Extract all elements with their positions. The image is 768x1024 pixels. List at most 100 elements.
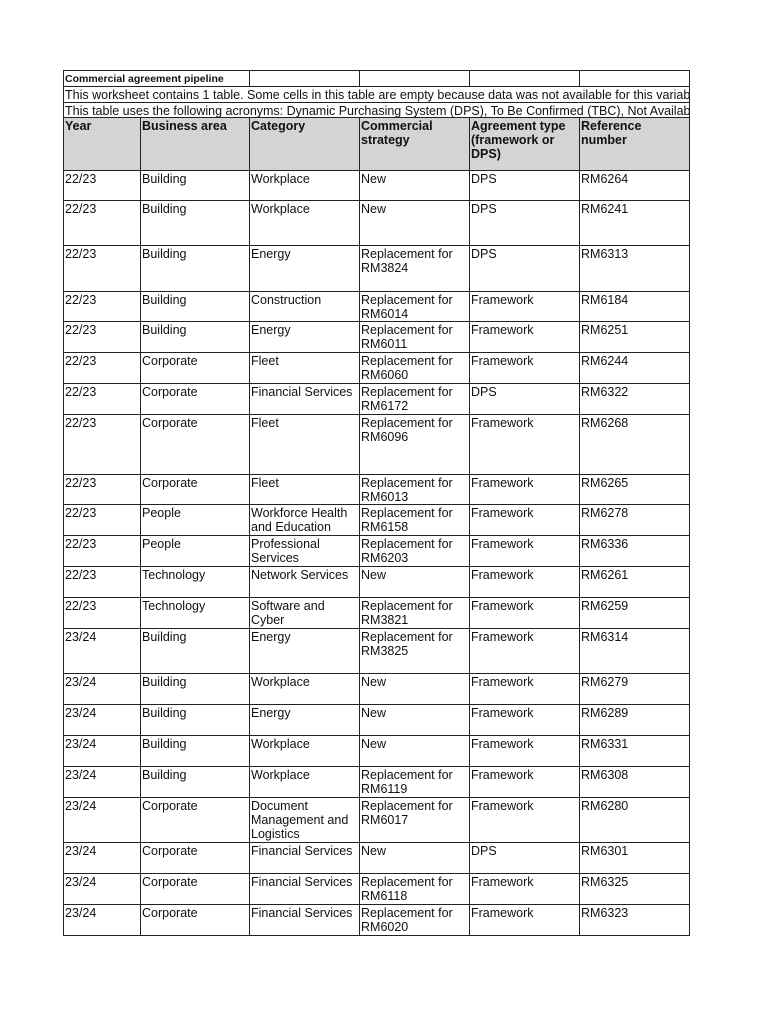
cell-reference-number[interactable]: RM6241 [579,200,690,245]
cell-commercial-strategy[interactable]: Replacement for RM6203 [359,535,469,566]
cell-business-area[interactable]: Corporate [140,842,249,873]
cell-category[interactable]: Workplace [249,735,359,766]
cell-agreement-type[interactable]: Framework [469,628,579,673]
cell-year[interactable]: 23/24 [63,704,140,735]
cell-category[interactable]: Energy [249,245,359,291]
cell-commercial-strategy[interactable]: New [359,566,469,597]
cell-business-area[interactable]: Corporate [140,797,249,842]
cell-reference-number[interactable]: RM6264 [579,170,690,200]
cell-reference-number[interactable]: RM6184 [579,291,690,321]
cell-reference-number[interactable]: RM6301 [579,842,690,873]
cell-commercial-strategy[interactable]: Replacement for RM6013 [359,474,469,504]
cell-category[interactable]: Workforce Health and Education [249,504,359,535]
cell-category[interactable]: Financial Services [249,383,359,414]
cell-agreement-type[interactable]: DPS [469,245,579,291]
cell-year[interactable]: 22/23 [63,383,140,414]
cell-reference-number[interactable]: RM6278 [579,504,690,535]
cell-reference-number[interactable]: RM6336 [579,535,690,566]
cell-business-area[interactable]: Corporate [140,352,249,383]
cell-reference-number[interactable]: RM6322 [579,383,690,414]
cell-reference-number[interactable]: RM6331 [579,735,690,766]
cell-reference-number[interactable]: RM6289 [579,704,690,735]
cell-agreement-type[interactable]: Framework [469,321,579,352]
cell-commercial-strategy[interactable]: Replacement for RM3821 [359,597,469,628]
cell-year[interactable]: 23/24 [63,735,140,766]
cell-category[interactable]: Network Services [249,566,359,597]
cell-commercial-strategy[interactable]: New [359,842,469,873]
cell-reference-number[interactable]: RM6313 [579,245,690,291]
cell-category[interactable]: Workplace [249,200,359,245]
column-header-business-area[interactable]: Business area [140,117,249,170]
cell-agreement-type[interactable]: Framework [469,904,579,935]
cell-reference-number[interactable]: RM6323 [579,904,690,935]
cell-category[interactable]: Fleet [249,414,359,474]
cell-business-area[interactable]: Technology [140,597,249,628]
column-header-category[interactable]: Category [249,117,359,170]
cell-reference-number[interactable]: RM6244 [579,352,690,383]
cell-reference-number[interactable]: RM6314 [579,628,690,673]
cell-reference-number[interactable]: RM6261 [579,566,690,597]
cell-commercial-strategy[interactable]: New [359,200,469,245]
cell-commercial-strategy[interactable]: Replacement for RM6096 [359,414,469,474]
column-header-year[interactable]: Year [63,117,140,170]
cell-business-area[interactable]: People [140,504,249,535]
cell-category[interactable]: Energy [249,321,359,352]
cell-year[interactable]: 22/23 [63,321,140,352]
cell-commercial-strategy[interactable]: Replacement for RM6060 [359,352,469,383]
cell-year[interactable]: 22/23 [63,245,140,291]
cell-category[interactable]: Workplace [249,170,359,200]
cell-agreement-type[interactable]: DPS [469,200,579,245]
cell-business-area[interactable]: Corporate [140,474,249,504]
cell-reference-number[interactable]: RM6325 [579,873,690,904]
cell-business-area[interactable]: People [140,535,249,566]
cell-business-area[interactable]: Technology [140,566,249,597]
cell-agreement-type[interactable]: Framework [469,566,579,597]
cell-commercial-strategy[interactable]: Replacement for RM6119 [359,766,469,797]
cell-year[interactable]: 23/24 [63,842,140,873]
cell-agreement-type[interactable]: Framework [469,766,579,797]
cell-reference-number[interactable]: RM6280 [579,797,690,842]
cell-year[interactable]: 23/24 [63,673,140,704]
cell-category[interactable]: Workplace [249,766,359,797]
cell-agreement-type[interactable]: DPS [469,383,579,414]
cell-commercial-strategy[interactable]: Replacement for RM6172 [359,383,469,414]
cell-business-area[interactable]: Building [140,170,249,200]
cell-category[interactable]: Financial Services [249,873,359,904]
cell-category[interactable]: Workplace [249,673,359,704]
cell-year[interactable]: 22/23 [63,170,140,200]
cell-business-area[interactable]: Building [140,291,249,321]
cell-year[interactable]: 23/24 [63,873,140,904]
column-header-commercial-strategy[interactable]: Commercial strategy [359,117,469,170]
cell-agreement-type[interactable]: Framework [469,535,579,566]
cell-reference-number[interactable]: RM6259 [579,597,690,628]
cell-business-area[interactable]: Building [140,704,249,735]
cell-reference-number[interactable]: RM6279 [579,673,690,704]
cell-year[interactable]: 23/24 [63,797,140,842]
cell-commercial-strategy[interactable]: New [359,735,469,766]
cell-year[interactable]: 22/23 [63,597,140,628]
cell-category[interactable]: Document Management and Logistics [249,797,359,842]
cell-reference-number[interactable]: RM6308 [579,766,690,797]
cell-business-area[interactable]: Corporate [140,873,249,904]
cell-agreement-type[interactable]: Framework [469,673,579,704]
empty-cell[interactable] [249,70,359,86]
cell-year[interactable]: 22/23 [63,474,140,504]
cell-business-area[interactable]: Building [140,673,249,704]
empty-cell[interactable] [579,70,690,86]
cell-business-area[interactable]: Building [140,321,249,352]
cell-agreement-type[interactable]: Framework [469,414,579,474]
cell-business-area[interactable]: Corporate [140,383,249,414]
cell-business-area[interactable]: Building [140,735,249,766]
cell-year[interactable]: 23/24 [63,766,140,797]
cell-agreement-type[interactable]: Framework [469,474,579,504]
cell-business-area[interactable]: Building [140,628,249,673]
cell-year[interactable]: 23/24 [63,628,140,673]
cell-category[interactable]: Construction [249,291,359,321]
cell-agreement-type[interactable]: Framework [469,504,579,535]
cell-category[interactable]: Financial Services [249,842,359,873]
note-acronyms[interactable]: This table uses the following acronyms: … [63,102,690,117]
cell-category[interactable]: Fleet [249,474,359,504]
cell-year[interactable]: 22/23 [63,200,140,245]
cell-category[interactable]: Energy [249,628,359,673]
cell-business-area[interactable]: Building [140,245,249,291]
